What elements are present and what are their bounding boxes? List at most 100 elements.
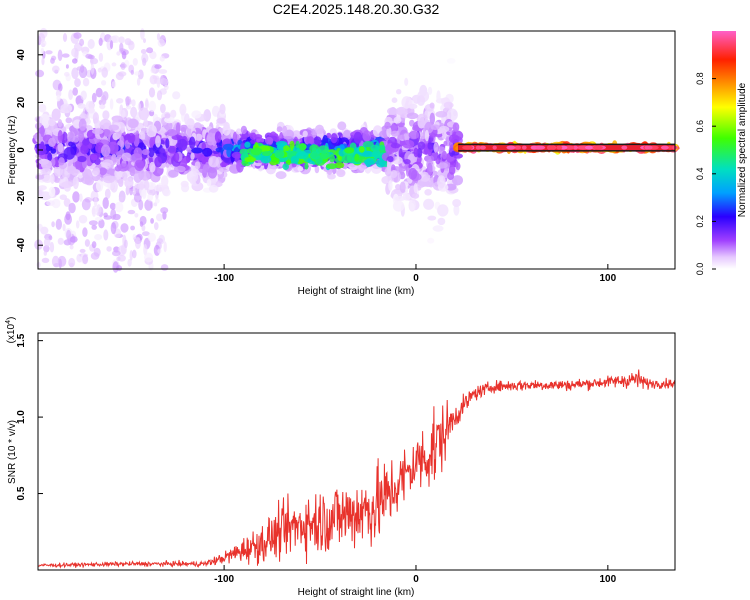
heatmap-cell xyxy=(455,162,461,171)
heatmap-cell xyxy=(116,51,121,56)
heatmap-cell xyxy=(62,223,66,232)
heatmap-cell xyxy=(157,38,165,48)
heatmap-cell xyxy=(78,129,85,143)
heatmap-cell xyxy=(427,86,433,95)
heatmap-cell xyxy=(158,69,168,74)
heatmap-cell xyxy=(207,166,218,179)
heatmap-cell xyxy=(143,118,148,128)
heatmap-cell xyxy=(91,92,97,103)
heatmap-cell xyxy=(150,67,157,74)
heatmap-cell xyxy=(564,145,575,150)
heatmap-cell xyxy=(38,127,46,134)
heatmap-cell xyxy=(111,62,117,67)
heatmap-cell xyxy=(133,192,142,203)
heatmap-cell xyxy=(104,188,111,199)
heatmap-cell xyxy=(84,239,90,247)
heatmap-cell xyxy=(110,179,118,193)
heatmap-cell xyxy=(59,194,67,200)
heatmap-cell xyxy=(134,71,141,76)
heatmap-cell xyxy=(38,103,47,113)
heatmap-cell xyxy=(302,130,308,138)
heatmap-cell xyxy=(111,81,117,88)
heatmap-cell xyxy=(127,209,136,215)
heatmap-cell xyxy=(156,90,163,101)
heatmap-cell xyxy=(621,145,628,150)
heatmap-cell xyxy=(98,167,107,176)
heatmap-cell xyxy=(391,164,396,172)
heatmap-cell xyxy=(156,238,163,244)
heatmap-cell xyxy=(186,170,199,183)
heatmap-cell xyxy=(102,110,110,120)
heatmap-cell xyxy=(202,147,213,157)
heatmap-cell xyxy=(180,127,186,133)
snr-x-axis-label: Height of straight line (km) xyxy=(298,587,415,598)
heatmap-cell xyxy=(57,49,63,62)
colorbar-tick-label: 0.4 xyxy=(695,168,705,181)
heatmap-cell xyxy=(120,223,129,233)
heatmap-cell xyxy=(452,199,461,207)
heatmap-cell xyxy=(124,177,134,189)
heatmap-cell xyxy=(52,65,60,73)
heatmap-cell xyxy=(110,222,117,235)
heatmap-cell xyxy=(43,250,47,256)
heatmap-cell xyxy=(71,67,79,80)
heatmap-cell xyxy=(260,155,272,164)
heatmap-cell xyxy=(427,142,434,150)
heatmap-cell xyxy=(140,49,147,54)
heatmap-cell xyxy=(453,204,460,216)
heatmap-cell xyxy=(143,38,146,44)
heatmap-cell xyxy=(138,107,150,121)
heatmap-cell xyxy=(117,163,129,172)
heatmap-cell xyxy=(149,161,156,173)
heatmap-cell xyxy=(175,122,181,135)
heatmap-cell xyxy=(77,103,86,109)
heatmap-cell xyxy=(79,193,83,202)
heatmap-cell xyxy=(50,57,55,64)
heatmap-cell xyxy=(37,189,43,196)
heatmap-cell xyxy=(134,213,139,218)
heatmap-cell xyxy=(103,229,109,241)
heatmap-cell xyxy=(396,89,402,95)
heatmap-cell xyxy=(121,51,127,60)
heatmap-cell xyxy=(72,58,78,64)
heatmap-cell xyxy=(98,100,102,105)
heatmap-cell xyxy=(143,244,148,256)
heatmap-cell xyxy=(275,171,287,180)
heatmap-cell xyxy=(82,168,92,179)
heatmap-cell xyxy=(72,176,79,190)
heatmap-cell xyxy=(240,125,247,135)
heatmap-cell xyxy=(190,152,195,160)
heatmap-cell xyxy=(55,90,62,97)
colorbar-label: Normalized spectral amplitude xyxy=(737,82,748,217)
y-tick-label: 20 xyxy=(16,96,27,108)
heatmap-cell xyxy=(353,131,363,144)
heatmap-cell xyxy=(196,153,205,161)
heatmap-cell xyxy=(147,232,156,242)
y-tick-label: -40 xyxy=(16,238,27,253)
heatmap-cell xyxy=(116,265,123,272)
heatmap-cell xyxy=(202,164,209,174)
heatmap-cell xyxy=(384,121,391,129)
heatmap-cell xyxy=(427,215,437,221)
heatmap-cell xyxy=(93,197,98,208)
heatmap-cell xyxy=(399,181,406,193)
heatmap-cell xyxy=(98,219,105,229)
heatmap-cell xyxy=(386,126,392,138)
colorbar-ticks: 0.0 0.2 0.4 0.6 0.8 xyxy=(695,72,716,275)
heatmap-cell xyxy=(156,78,161,88)
heatmap-cell xyxy=(306,136,315,146)
y-tick-label: 1.0 xyxy=(16,410,27,424)
heatmap-cell xyxy=(98,52,104,62)
heatmap-cell xyxy=(139,181,144,191)
heatmap-cell xyxy=(91,207,96,215)
heatmap-cell xyxy=(249,132,257,140)
heatmap-cell xyxy=(60,103,73,114)
heatmap-cell xyxy=(372,149,381,159)
heatmap-cell xyxy=(443,101,454,109)
heatmap-cell xyxy=(120,62,126,70)
heatmap-cell xyxy=(462,145,474,150)
heatmap-cell xyxy=(376,158,386,168)
heatmap-cell xyxy=(290,155,299,164)
heatmap-cell xyxy=(149,74,158,85)
